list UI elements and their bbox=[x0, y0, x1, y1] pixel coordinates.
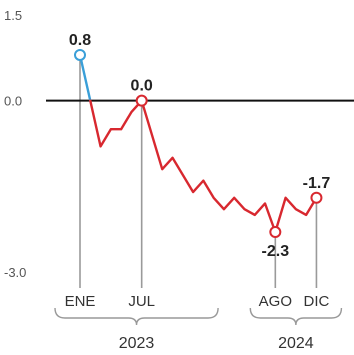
year-label: 2024 bbox=[278, 335, 314, 352]
x-axis-ticks: ENE JUL AGO DIC bbox=[65, 293, 330, 310]
year-label: 2023 bbox=[119, 335, 155, 352]
year-bracket bbox=[249, 307, 343, 326]
data-label: 0.8 bbox=[69, 32, 91, 49]
year-bracket bbox=[54, 307, 219, 326]
y-axis-ticks: 1.5 0.0 -3.0 bbox=[4, 8, 26, 280]
y-tick-label: -3.0 bbox=[4, 265, 26, 280]
data-label: -1.7 bbox=[303, 175, 331, 192]
data-point-marker bbox=[310, 191, 323, 204]
x-tick-label: ENE bbox=[65, 293, 96, 310]
year-brackets: 2023 2024 bbox=[54, 307, 343, 352]
series-group bbox=[78, 53, 318, 234]
x-tick-label: JUL bbox=[128, 293, 155, 310]
data-point-marker bbox=[269, 226, 282, 239]
markers-group bbox=[74, 48, 323, 239]
data-point-marker bbox=[135, 94, 148, 107]
data-label: 0.0 bbox=[131, 78, 153, 95]
series-line-segment-0 bbox=[78, 53, 92, 102]
x-tick-label: AGO bbox=[259, 293, 292, 310]
reference-lines bbox=[79, 54, 318, 288]
y-tick-label: 1.5 bbox=[4, 8, 22, 23]
data-label: -2.3 bbox=[262, 243, 290, 260]
data-labels-group: 0.8 0.0 -2.3 -1.7 bbox=[69, 32, 330, 260]
x-tick-label: DIC bbox=[304, 293, 330, 310]
series-line-segment-1 bbox=[89, 99, 318, 234]
y-tick-label: 0.0 bbox=[4, 94, 22, 109]
data-point-marker bbox=[74, 48, 86, 61]
